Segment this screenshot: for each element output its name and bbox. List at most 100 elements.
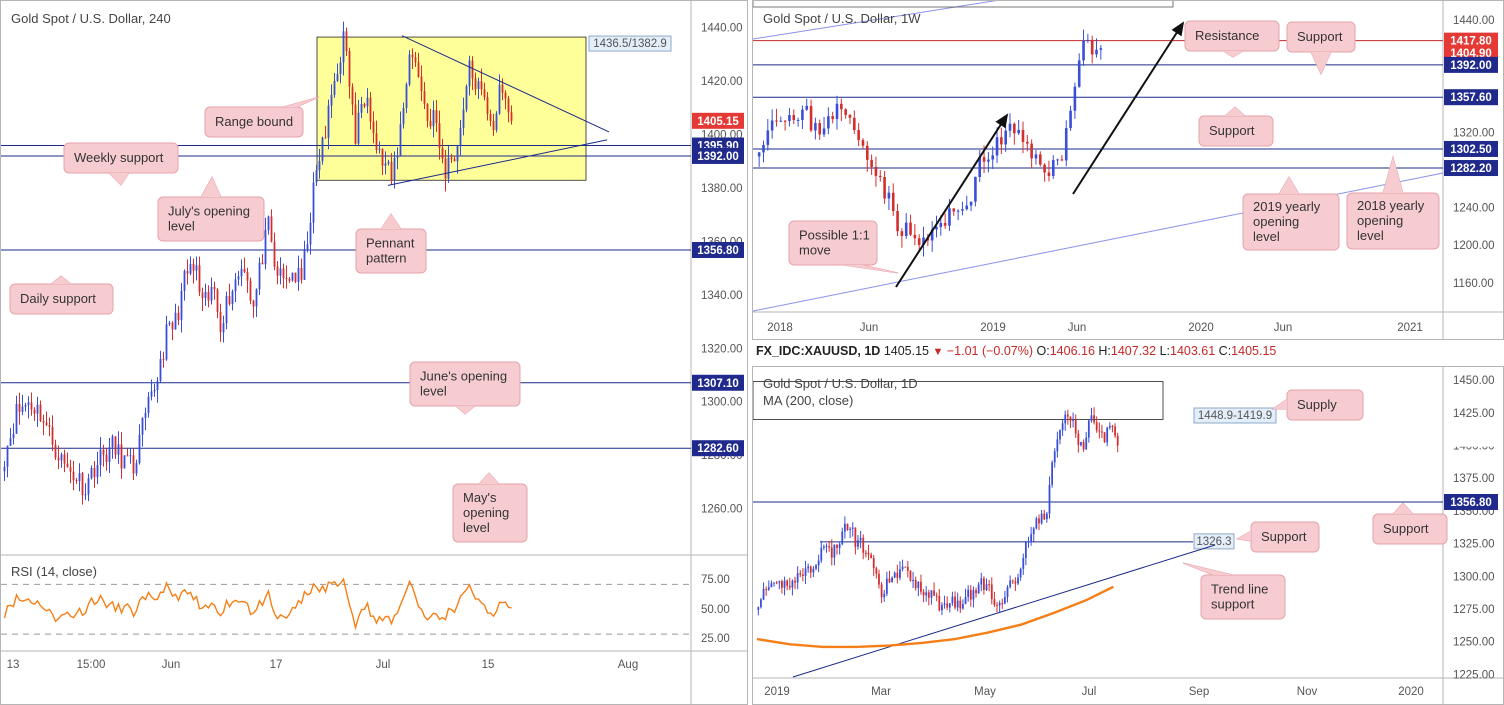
weekly-candle-body	[835, 103, 839, 120]
h4-level-price-tag-bg	[692, 440, 744, 457]
weekly-candle-body	[978, 157, 982, 177]
daily-candle-body	[891, 577, 893, 583]
daily-candle-body	[967, 589, 970, 597]
h4-candle-body	[465, 86, 468, 110]
daily-chart-title: Gold Spot / U.S. Dollar, 1D	[763, 376, 918, 391]
h4-candle-body	[162, 358, 165, 360]
daily-candle-body	[1090, 415, 1093, 421]
h4-candle-body	[90, 467, 93, 479]
h4-level-price-tag-label: 1282.60	[697, 443, 739, 455]
h4-candle-body	[372, 121, 375, 134]
h4-candle-body	[24, 405, 27, 407]
daily-current-bg-price-tag-bg	[1444, 430, 1498, 447]
h4-candle-body	[210, 286, 213, 301]
daily-candle-body	[951, 596, 954, 604]
h4-candle-body	[243, 268, 246, 273]
h4-chart-canvas[interactable]: 1436.5/1382.9 Gold Spot / U.S. Dollar, 24…	[1, 1, 747, 704]
daily-candle-body	[817, 560, 820, 566]
daily-trend-support-callout-text: support	[1211, 597, 1255, 612]
h4-candle-body	[201, 292, 204, 299]
h4-candle-body	[444, 158, 447, 179]
weekly-candle-body	[801, 109, 804, 120]
weekly-candle-body	[1090, 39, 1094, 55]
daily-candle-body	[1014, 581, 1017, 584]
weekly-candle-body	[1077, 60, 1081, 87]
h4-candle-body	[336, 74, 339, 81]
weekly-candle-body	[1030, 143, 1033, 159]
h4-candle-body	[474, 78, 477, 90]
daily-candle-body	[786, 580, 789, 586]
weekly-candle-body	[887, 192, 891, 199]
weekly-x-tick-label: 2018	[767, 322, 793, 334]
h4-candle-body	[363, 104, 366, 107]
h4-candle-body	[267, 216, 270, 231]
daily-candle-body	[1080, 442, 1082, 446]
daily-support-mid-callout-seam	[1237, 531, 1251, 541]
h4-candle-body	[483, 89, 486, 98]
h4-rsi-tick-label: 75.00	[701, 574, 730, 586]
h4-candle-body	[195, 265, 198, 271]
weekly-candle-body	[1069, 110, 1072, 129]
h4-july-open-callout-seam	[201, 177, 221, 197]
daily-supply-callout-text: Supply	[1297, 397, 1337, 412]
daily-candle-body	[878, 573, 880, 585]
h4-zone-label-bg	[588, 35, 672, 52]
daily-candle-body	[904, 566, 907, 568]
weekly-chart-canvas[interactable]: Gold Spot / U.S. Dollar, 1W 1160.00 1200.0…	[753, 1, 1503, 339]
daily-candle-body	[1011, 580, 1014, 582]
daily-chart-canvas[interactable]: 1448.9-1419.9 1326.3 Gold Spot / U.S. Doll…	[753, 367, 1503, 704]
daily-candle-body	[825, 546, 828, 548]
daily-candle-body	[946, 603, 949, 608]
h4-range-bound-callout-box	[204, 106, 304, 138]
weekly-level-price-tag-label: 1392.00	[1450, 60, 1492, 72]
daily-support-right-callout-seam	[1393, 503, 1413, 514]
h4-chart-panel[interactable]: 1436.5/1382.9 Gold Spot / U.S. Dollar, 24…	[0, 0, 748, 705]
weekly-top-zone-edge	[753, 1, 1174, 8]
weekly-candle-body	[814, 123, 817, 131]
daily-support-label-bg	[1193, 533, 1235, 550]
daily-candle-body	[1053, 451, 1056, 463]
h4-candle-body	[417, 62, 420, 77]
weekly-chart-panel[interactable]: Gold Spot / U.S. Dollar, 1W 1160.00 1200.0…	[752, 0, 1504, 340]
daily-candle-body	[941, 604, 943, 611]
daily-candle-body	[943, 603, 946, 605]
h4-candle-body	[117, 444, 120, 455]
h4-candle-body	[108, 447, 111, 462]
h4-current-price-tag-label: 1405.15	[697, 116, 739, 128]
daily-candle-body	[820, 547, 823, 561]
daily-candle-body	[773, 582, 775, 584]
weekly-candle-body	[995, 137, 999, 156]
daily-candle-body	[1030, 534, 1033, 542]
h4-candle-body	[51, 426, 54, 445]
weekly-y-tick-label: 1240.00	[1453, 203, 1495, 215]
h4-daily-support-callout-text: Daily support	[20, 291, 96, 306]
h4-candle-body	[432, 110, 435, 127]
weekly-candle-body	[891, 192, 895, 212]
daily-candle-body	[1045, 513, 1048, 520]
daily-chart-panel[interactable]: 1448.9-1419.9 1326.3 Gold Spot / U.S. Doll…	[752, 366, 1504, 705]
h4-candle-body	[141, 417, 144, 435]
h4-candle-body	[219, 312, 222, 333]
daily-trend-support-callout-box	[1200, 574, 1286, 620]
h4-candle-body	[186, 270, 189, 274]
daily-x-tick-label: 2020	[1398, 686, 1424, 698]
h4-candle-body	[507, 98, 510, 113]
h4-chart-title: Gold Spot / U.S. Dollar, 240	[11, 11, 171, 26]
h4-candle-body	[147, 396, 150, 413]
daily-candle-body	[996, 604, 998, 606]
daily-change: −1.01 (−0.07%)	[946, 344, 1034, 358]
weekly-candle-body	[870, 159, 873, 167]
h4-pennant-callout-text: pattern	[366, 251, 406, 266]
weekly-support-mid-callout-seam	[1225, 107, 1245, 116]
h4-candle-body	[330, 94, 333, 106]
daily-candle-body	[1032, 528, 1035, 535]
h4-candle-body	[438, 123, 441, 149]
daily-candle-body	[927, 592, 930, 598]
weekly-candle-body	[904, 222, 908, 237]
daily-candle-body	[917, 581, 920, 589]
daily-candle-body	[796, 573, 799, 583]
daily-candle-body	[815, 565, 817, 569]
weekly-candle-body	[965, 205, 969, 210]
h4-candle-body	[183, 270, 186, 291]
daily-candle-body	[906, 566, 909, 571]
